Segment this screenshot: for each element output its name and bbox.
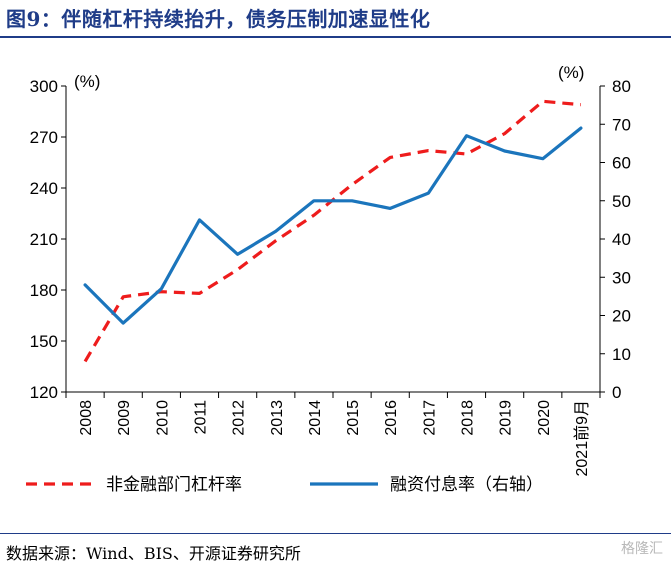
x-axis-tick-label: 2017 <box>421 400 438 436</box>
right-axis-tick-label: 70 <box>612 115 631 134</box>
right-axis-tick-label: 0 <box>612 383 621 402</box>
legend-label: 非金融部门杠杆率 <box>106 475 242 495</box>
chart: 120 150 180 210 240 270 300 (%) 0 10 20 30 40 50 60 70 8… <box>26 63 631 495</box>
right-axis-tick-label: 80 <box>612 77 631 96</box>
title-rule <box>0 36 671 38</box>
left-axis-tick-label: 180 <box>30 281 58 300</box>
left-axis-tick-label: 300 <box>30 77 58 96</box>
series-line-leverage <box>83 99 582 363</box>
right-axis-tick-label: 50 <box>612 192 631 211</box>
figure-title: 图9：伴随杠杆持续抬升，债务压制加速显性化 <box>6 7 431 31</box>
source-rule <box>0 533 671 534</box>
x-axis-tick-label: 2013 <box>269 400 286 436</box>
right-axis-tick-label: 60 <box>612 154 631 173</box>
x-axis-tick-label: 2016 <box>383 400 400 436</box>
x-axis-tick-label: 2011 <box>193 400 210 435</box>
x-axis-tick-label: 2009 <box>116 400 133 436</box>
right-axis-tick-label: 10 <box>612 345 631 364</box>
x-axis-tick-label: 2015 <box>345 400 362 436</box>
left-axis-tick-label: 240 <box>30 179 58 198</box>
right-axis-tick-label: 30 <box>612 268 631 287</box>
legend-label: 融资付息率（右轴） <box>390 475 543 495</box>
left-axis-tick-label: 270 <box>30 128 58 147</box>
source-note: 数据来源：Wind、BIS、开源证券研究所 <box>6 544 301 563</box>
right-axis-tick-label: 40 <box>612 230 631 249</box>
x-axis-tick-label: 2010 <box>154 400 171 436</box>
chart-legend: 非金融部门杠杆率 融资付息率（右轴） <box>26 475 543 495</box>
chart-series <box>83 99 583 363</box>
x-axis-tick-label: 2012 <box>231 400 248 436</box>
x-axis-tick-label: 2019 <box>498 400 515 436</box>
x-axis-tick-label: 2008 <box>78 400 95 436</box>
left-axis-unit: (%) <box>74 72 100 91</box>
x-axis-tick-label: 2018 <box>460 400 477 436</box>
left-axis-tick-label: 150 <box>30 332 58 351</box>
right-axis-tick-label: 20 <box>612 307 631 326</box>
x-axis-tick-label: 2021前9月 <box>573 400 591 477</box>
chart-axes: 120 150 180 210 240 270 300 (%) 0 10 20 30 40 50 60 70 8… <box>30 63 631 477</box>
right-axis-unit: (%) <box>558 63 584 82</box>
left-axis-tick-label: 210 <box>30 230 58 249</box>
series-line-debt-service <box>83 126 583 325</box>
watermark: 格隆汇 <box>621 541 663 557</box>
x-axis-tick-label: 2014 <box>307 400 324 436</box>
x-axis-tick-label: 2020 <box>536 400 553 436</box>
left-axis-tick-label: 120 <box>30 383 58 402</box>
